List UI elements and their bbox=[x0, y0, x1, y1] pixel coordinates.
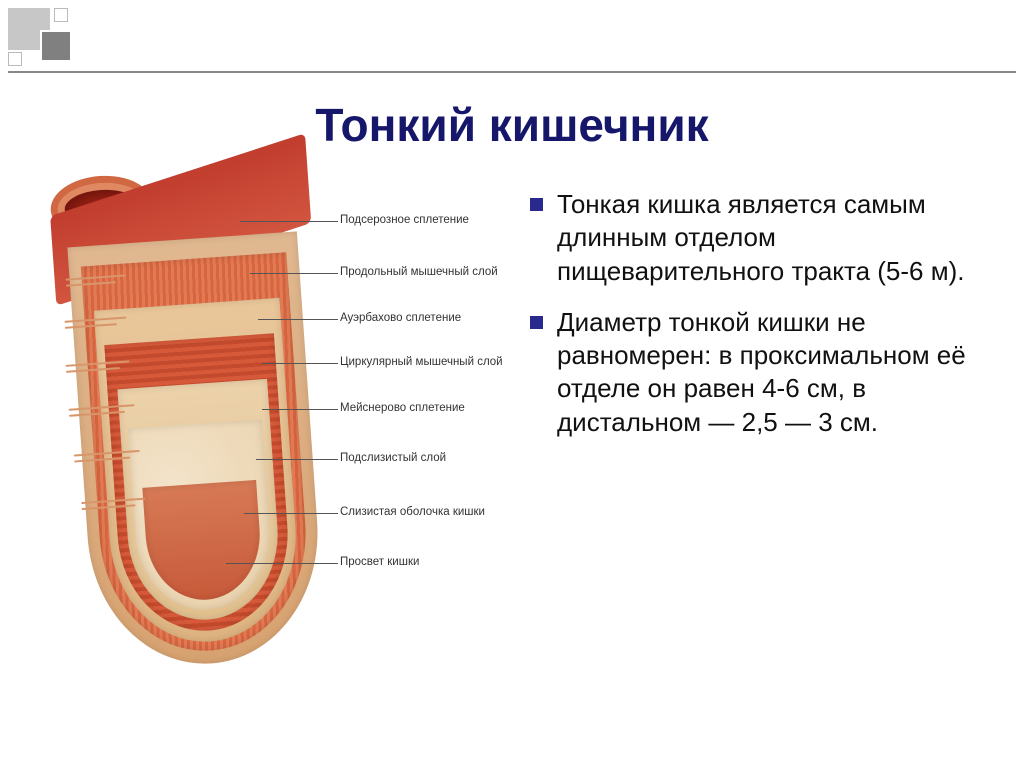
ornament-square bbox=[54, 8, 68, 22]
leader-line bbox=[226, 563, 338, 564]
anatomy-label: Циркулярный мышечный слой bbox=[340, 356, 503, 368]
ornament-square bbox=[8, 52, 22, 66]
leader-line bbox=[244, 513, 338, 514]
header-rule bbox=[8, 71, 1016, 73]
leader-line bbox=[262, 363, 338, 364]
bullet-square-icon bbox=[530, 198, 543, 211]
anatomy-label: Слизистая оболочка кишки bbox=[340, 506, 485, 518]
anatomy-label: Мейснерово сплетение bbox=[340, 402, 465, 414]
leader-line bbox=[262, 409, 338, 410]
bullet-square-icon bbox=[530, 316, 543, 329]
leader-line bbox=[240, 221, 338, 222]
intestine-diagram: Подсерозное сплетение Продольный мышечный… bbox=[30, 174, 510, 694]
organ-shape bbox=[64, 177, 327, 672]
leader-line bbox=[256, 459, 338, 460]
bullet-item: Диаметр тонкой кишки не равномерен: в пр… bbox=[530, 306, 994, 439]
text-column: Тонкая кишка является самым длинным отде… bbox=[530, 174, 994, 694]
ornament-square bbox=[40, 30, 72, 62]
content-area: Подсерозное сплетение Продольный мышечный… bbox=[0, 152, 1024, 694]
slide-title: Тонкий кишечник bbox=[0, 0, 1024, 152]
bullet-item: Тонкая кишка является самым длинным отде… bbox=[530, 188, 994, 288]
leader-line bbox=[258, 319, 338, 320]
leader-line bbox=[250, 273, 338, 274]
anatomy-label: Просвет кишки bbox=[340, 556, 419, 568]
diagram-column: Подсерозное сплетение Продольный мышечный… bbox=[30, 174, 510, 694]
anatomy-label: Подслизистый слой bbox=[340, 452, 446, 464]
anatomy-label: Продольный мышечный слой bbox=[340, 266, 498, 278]
bullet-text: Диаметр тонкой кишки не равномерен: в пр… bbox=[557, 306, 994, 439]
anatomy-label: Ауэрбахово сплетение bbox=[340, 312, 461, 324]
anatomy-label: Подсерозное сплетение bbox=[340, 214, 469, 226]
bullet-text: Тонкая кишка является самым длинным отде… bbox=[557, 188, 994, 288]
